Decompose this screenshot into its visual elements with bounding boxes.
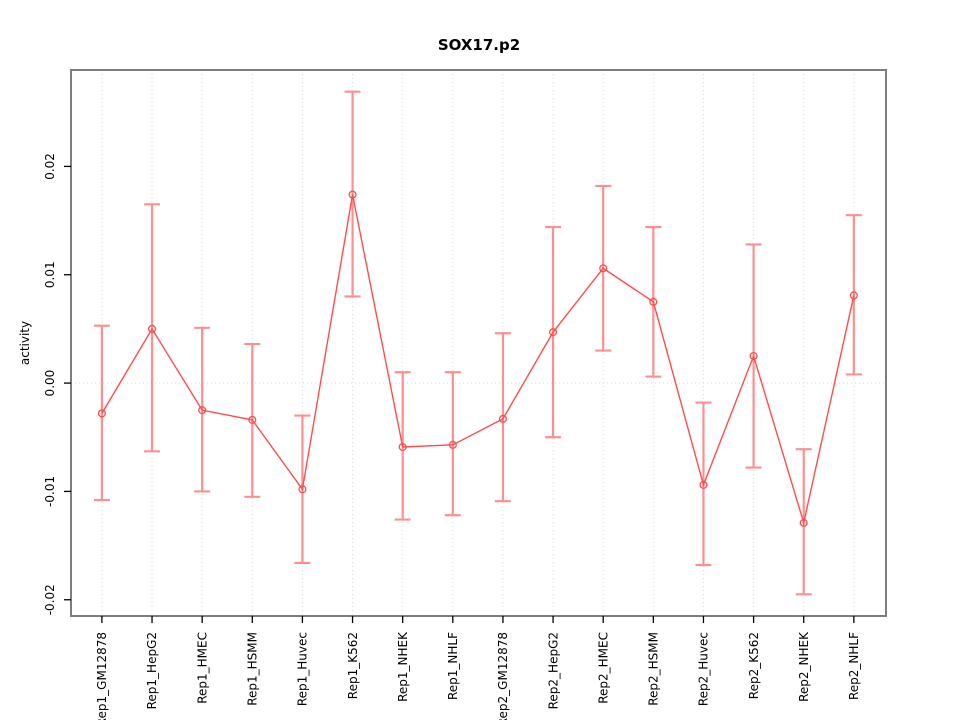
data-point-marker (799, 518, 808, 527)
x-tick-label: Rep2_NHEK (797, 631, 811, 702)
data-point-marker (849, 291, 858, 300)
data-point-marker (298, 485, 307, 494)
y-tick-label: 0.00 (43, 370, 57, 397)
x-tick-label: Rep2_K562 (747, 632, 761, 699)
x-tick-label: Rep2_HepG2 (546, 632, 560, 709)
data-point-marker (348, 190, 357, 199)
data-point-marker (498, 414, 507, 423)
data-point-marker (699, 480, 708, 489)
x-tick-label: Rep1_Huvec (296, 632, 310, 706)
data-point-marker (147, 324, 157, 333)
data-point-marker (398, 442, 407, 452)
y-tick-label: 0.01 (43, 261, 57, 288)
x-tick-label: Rep2_HMEC (596, 632, 610, 704)
data-point-marker (649, 297, 658, 306)
x-tick-label: Rep1_HSMM (245, 632, 259, 706)
x-tick-label: Rep2_HSMM (647, 632, 661, 706)
data-point-marker (749, 351, 758, 361)
data-point-marker (248, 415, 257, 424)
x-tick-label: Rep1_NHLF (446, 632, 460, 700)
y-tick-label: -0.01 (43, 476, 57, 507)
y-tick-label: 0.02 (43, 153, 57, 180)
x-tick-label: Rep1_HMEC (195, 632, 209, 704)
data-point-marker (448, 440, 457, 449)
data-point-marker (549, 328, 558, 337)
x-tick-label: Rep2_GM12878 (496, 632, 510, 720)
data-point-marker (599, 264, 608, 273)
chart-title: SOX17.p2 (437, 36, 521, 54)
x-tick-label: Rep1_GM12878 (95, 632, 109, 720)
x-tick-label: Rep2_NHLF (847, 632, 861, 700)
x-tick-label: Rep1_K562 (346, 632, 360, 699)
data-point-marker (198, 406, 207, 415)
x-tick-label: Rep1_HepG2 (145, 632, 159, 709)
x-tick-label: Rep2_Huvec (697, 632, 711, 706)
x-tick-label: Rep1_NHEK (396, 631, 410, 702)
plot-border (70, 69, 887, 617)
y-tick-label: -0.02 (43, 584, 57, 615)
data-point-marker (97, 409, 106, 418)
series-line (101, 194, 855, 526)
